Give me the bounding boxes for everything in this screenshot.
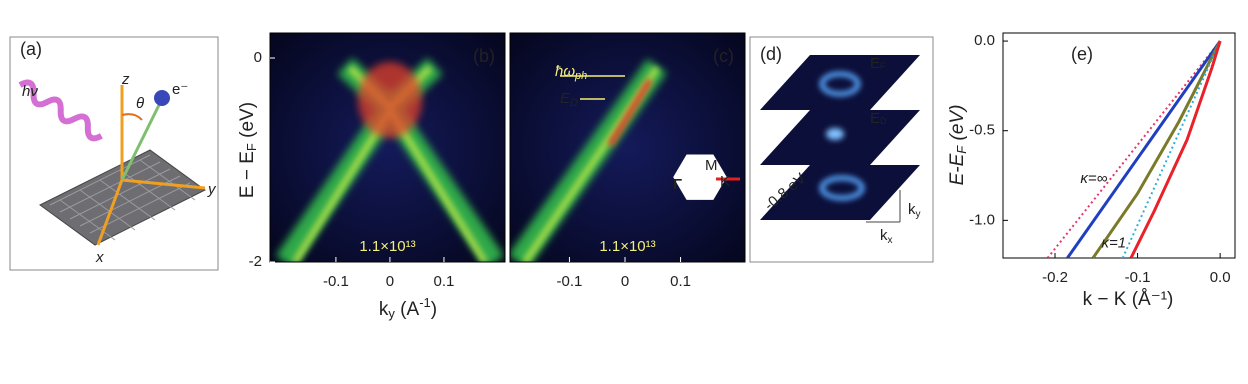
label-part: (A xyxy=(395,299,420,320)
angle-label: θ xyxy=(136,95,144,112)
angle-arc xyxy=(121,113,143,121)
x-tick-label: -0.2 xyxy=(1042,269,1068,286)
x-tick-label: -0.1 xyxy=(323,273,349,290)
k-label: ky xyxy=(908,201,921,220)
label-sub: F xyxy=(244,143,259,151)
label-part: (eV) xyxy=(947,105,968,146)
brillouin-zone xyxy=(673,154,727,200)
series-label: κ=∞ xyxy=(1080,170,1107,187)
series-line xyxy=(1046,40,1221,258)
slice-label: ED xyxy=(870,110,887,127)
electron-label: e⁻ xyxy=(172,81,188,98)
x-tick-label: 0.1 xyxy=(670,273,691,290)
series-line xyxy=(1091,40,1222,258)
x-axis-label: ky (A-1) xyxy=(379,295,437,321)
bz-label: M xyxy=(705,157,718,174)
density-label: 1.1×10¹³ xyxy=(359,238,415,255)
label-part: k xyxy=(379,299,389,320)
dirac-text: E xyxy=(560,90,571,107)
y-tick-label: -2 xyxy=(249,253,262,270)
annotation-arrow xyxy=(560,75,625,100)
electron-path xyxy=(120,102,162,181)
plot-frame xyxy=(1002,32,1236,259)
label-part: ) xyxy=(431,299,437,320)
electron xyxy=(154,90,170,106)
label-part: E-E xyxy=(947,153,968,185)
k-text: k xyxy=(908,201,916,218)
panel-label: (e) xyxy=(1071,44,1093,64)
phonon-text: ħω xyxy=(555,63,575,80)
map-frame xyxy=(509,32,746,263)
x-tick-label: 0.1 xyxy=(434,273,455,290)
axis-label: z xyxy=(121,71,130,88)
lattice xyxy=(49,154,196,241)
energy-slice xyxy=(760,165,920,220)
dirac-sub: D xyxy=(570,97,578,109)
panel-d: (d) EF ED -0.8 eV ky kx xyxy=(749,36,934,263)
series-line xyxy=(1129,40,1222,258)
arpes-map xyxy=(270,33,505,262)
axis-label: y xyxy=(207,181,217,198)
y-tick-label: 0 xyxy=(254,49,262,66)
x-tick-label: 0.0 xyxy=(1210,269,1231,286)
y-tick-label: 0.0 xyxy=(974,32,995,49)
slice-text: E xyxy=(870,110,880,127)
phonon-sub: ph xyxy=(574,70,587,82)
panel-label: (d) xyxy=(760,44,782,64)
panel-a: (a) hν z θ e⁻ y x xyxy=(9,36,219,271)
k-axes xyxy=(866,190,901,223)
axis-x xyxy=(96,179,124,246)
x-tick-label: 0 xyxy=(621,273,629,290)
k-sub: y xyxy=(916,209,921,220)
density-label: 1.1×10¹³ xyxy=(599,238,655,255)
slice-sub: F xyxy=(880,61,886,71)
energy-slice xyxy=(760,55,920,110)
k-sub: x xyxy=(888,235,893,246)
slice-label: EF xyxy=(870,55,886,72)
dirac-spot xyxy=(826,128,844,140)
series-line xyxy=(1066,40,1222,258)
series-label: κ=1 xyxy=(1102,235,1127,252)
panel-label: (a) xyxy=(20,39,42,59)
ring xyxy=(819,175,865,201)
arpes-map xyxy=(510,33,745,262)
label-sub: y xyxy=(388,306,395,321)
label-sup: -1 xyxy=(419,295,431,310)
dirac-label: ED xyxy=(560,90,578,109)
phonon-label: ħωph xyxy=(555,63,587,82)
fermi-ring xyxy=(819,71,861,97)
photon-wave xyxy=(18,79,103,142)
x-axis-label: k − K (Å⁻¹) xyxy=(1083,289,1174,310)
dirac-region xyxy=(358,62,422,138)
x-tick-label: -0.1 xyxy=(557,273,583,290)
panel-label: (b) xyxy=(473,46,495,66)
axis-y xyxy=(121,178,206,190)
bz-label: Γ xyxy=(673,176,682,193)
k-label: kx xyxy=(880,227,893,246)
y-tick-label: -0.5 xyxy=(969,122,995,139)
y-axis-label: E − EF (eV) xyxy=(237,102,259,198)
label-part: (eV) xyxy=(237,102,258,143)
photon-label: hν xyxy=(22,83,38,100)
graphene-sheet xyxy=(39,149,206,246)
k-text: k xyxy=(880,227,888,244)
axis-label: x xyxy=(95,249,104,266)
label-part: E − E xyxy=(237,151,258,198)
slice-sub: D xyxy=(880,116,887,126)
x-tick-label: -0.1 xyxy=(1125,269,1151,286)
y-tick-label: -1.0 xyxy=(969,211,995,228)
y-axis-label: E-EF (eV) xyxy=(947,105,969,186)
label-sub: F xyxy=(954,145,969,154)
panel-label: (c) xyxy=(713,46,734,66)
bz-label: K xyxy=(720,173,730,190)
map-frame xyxy=(269,32,506,263)
dirac-region xyxy=(607,78,653,147)
x-tick-label: 0 xyxy=(386,273,394,290)
slice-text: E xyxy=(870,55,880,72)
plot-lines xyxy=(1046,40,1222,258)
